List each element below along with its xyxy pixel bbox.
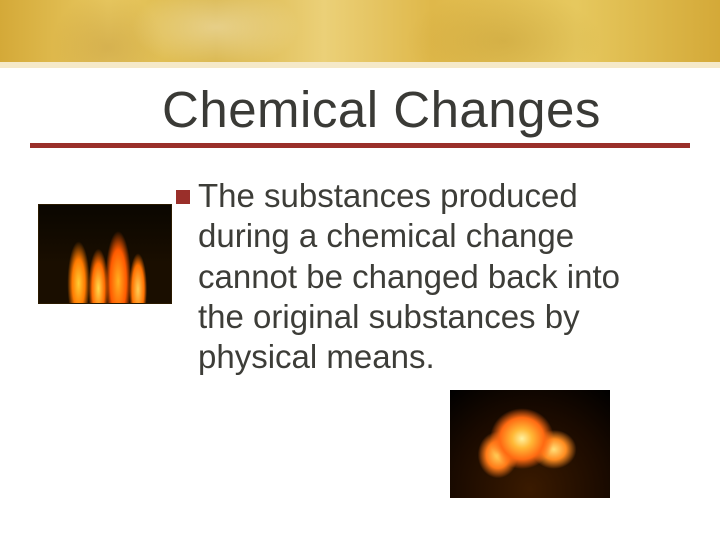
slide-title: Chemical Changes: [162, 80, 680, 139]
content-region: The substances produced during a chemica…: [0, 148, 720, 377]
square-bullet-icon: [176, 190, 190, 204]
campfire-image: [450, 390, 610, 498]
bullet-item: The substances produced during a chemica…: [180, 176, 660, 377]
forest-fire-image: [38, 204, 172, 304]
title-region: Chemical Changes: [0, 68, 720, 139]
header-texture-band: [0, 0, 720, 68]
bullet-text: The substances produced during a chemica…: [180, 176, 660, 377]
